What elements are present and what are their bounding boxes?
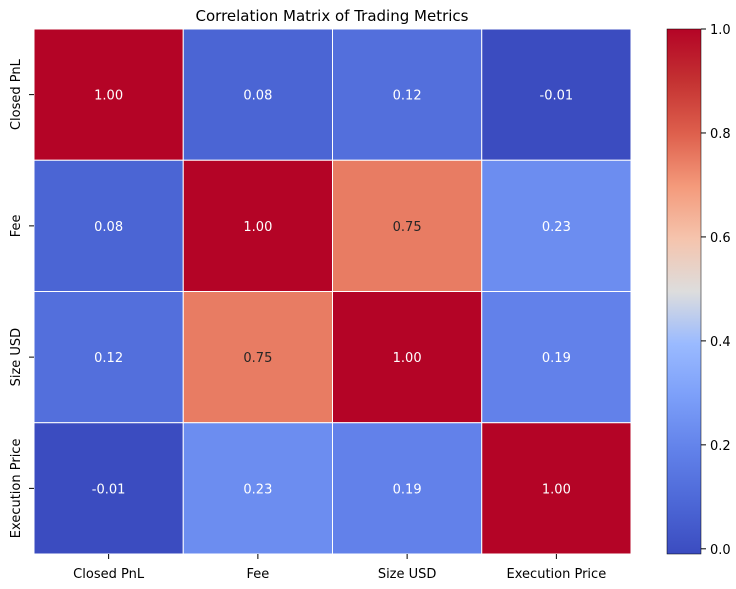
heatmap-value-3-2: 0.75 [243,351,272,366]
heatmap-cell-1-3 [332,28,483,161]
y-label-fee: Fee [9,214,24,237]
colorbar-label-0: 0.0 [710,543,731,558]
y-label-closed-pnl: Closed PnL [9,58,24,130]
colorbar-label-4: 0.8 [710,127,731,142]
colorbar-gradient [666,28,702,555]
heatmap-value-4-3: 0.19 [393,482,422,497]
heatmap-value-4-4: 1.00 [542,482,571,497]
heatmap-cell-2-2 [182,159,333,292]
heatmap-cell-4-4 [481,422,632,555]
heatmap-cell-4-2 [182,422,333,555]
heatmap-value-3-1: 0.12 [94,351,123,366]
colorbar-label-1: 0.2 [710,439,731,454]
x-label-execution-price: Execution Price [507,567,607,582]
heatmap-cell-4-3 [332,422,483,555]
heatmap-cell-2-4 [481,159,632,292]
heatmap-value-1-1: 1.00 [94,89,123,104]
heatmap-cell-1-4 [481,28,632,161]
y-label-size-usd: Size USD [9,328,24,387]
x-axis: Closed PnL Fee Size USD Execution Price [73,554,606,582]
heatmap-cell-1-2 [182,28,333,161]
heatmap-cells [33,28,632,555]
x-label-size-usd: Size USD [378,567,437,582]
x-label-closed-pnl: Closed PnL [73,567,145,582]
chart-title: Correlation Matrix of Trading Metrics [196,7,469,25]
y-axis: Closed PnL Fee Size USD Execution Price [9,58,34,538]
colorbar-label-3: 0.6 [710,231,731,246]
heatmap-value-3-4: 0.19 [542,351,571,366]
colorbar: 0.0 0.2 0.4 0.6 0.8 1.0 [666,23,731,558]
heatmap-value-4-1: -0.01 [92,482,126,497]
heatmap-value-4-2: 0.23 [243,482,272,497]
heatmap-value-3-3: 1.00 [393,351,422,366]
heatmap-annotations: 1.00 0.08 0.12 -0.01 0.08 1.00 0.75 0.23 0.12 0.7… [92,89,573,498]
heatmap-value-2-4: 0.23 [542,220,571,235]
heatmap-cell-3-2 [182,291,333,424]
x-label-fee: Fee [246,567,269,582]
y-label-execution-price: Execution Price [9,439,24,539]
heatmap-value-1-2: 0.08 [243,89,272,104]
heatmap-value-1-4: -0.01 [540,89,574,104]
heatmap-value-2-3: 0.75 [393,220,422,235]
colorbar-label-2: 0.4 [710,335,731,350]
heatmap-value-2-2: 1.00 [243,220,272,235]
colorbar-label-5: 1.0 [710,23,731,38]
heatmap-cell-1-1 [33,28,184,161]
heatmap-cell-3-4 [481,291,632,424]
heatmap-value-1-3: 0.12 [393,89,422,104]
heatmap-value-2-1: 0.08 [94,220,123,235]
heatmap-cell-4-1 [33,422,184,555]
heatmap-cell-2-1 [33,159,184,292]
